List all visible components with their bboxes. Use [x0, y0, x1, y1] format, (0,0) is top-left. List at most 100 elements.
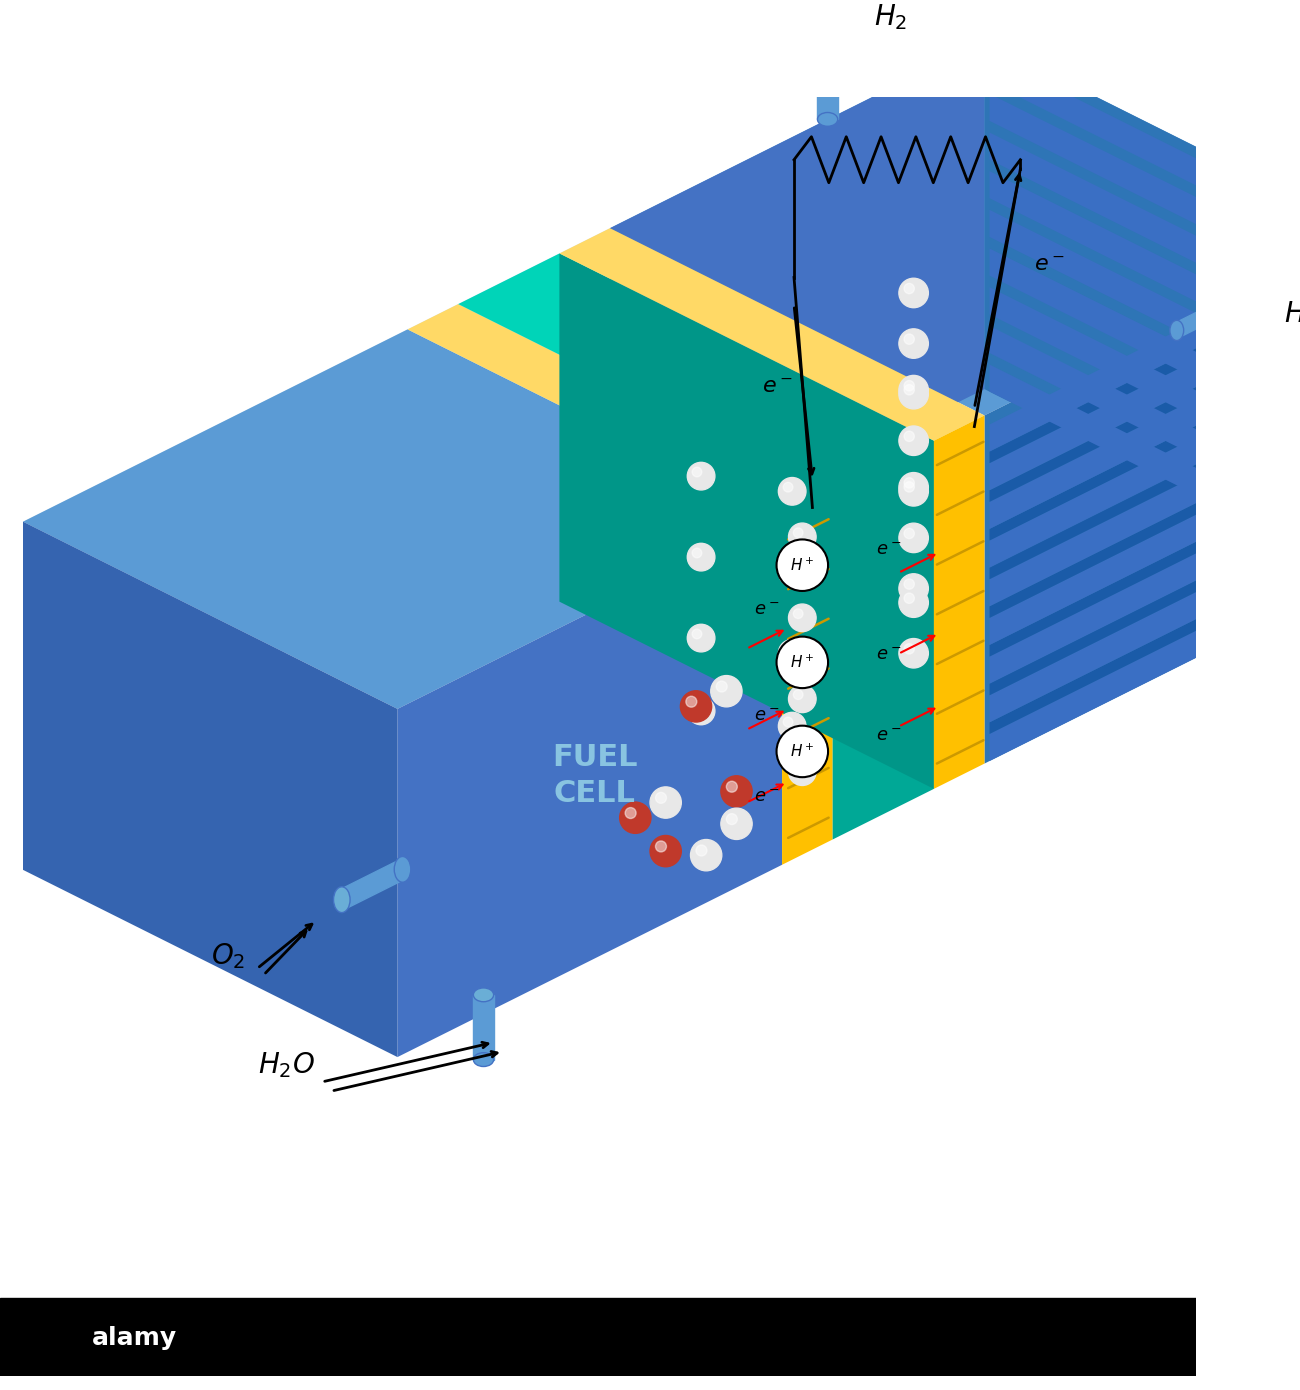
Circle shape	[898, 588, 928, 617]
Polygon shape	[989, 502, 1300, 695]
Ellipse shape	[1170, 320, 1184, 341]
Circle shape	[789, 758, 816, 785]
Circle shape	[903, 431, 914, 442]
Circle shape	[793, 763, 803, 773]
Polygon shape	[989, 346, 1300, 541]
Circle shape	[898, 574, 928, 603]
Text: $e^-$: $e^-$	[1035, 254, 1065, 274]
Polygon shape	[610, 40, 984, 577]
Polygon shape	[23, 521, 398, 1056]
Circle shape	[716, 681, 727, 692]
Polygon shape	[342, 858, 403, 910]
Circle shape	[903, 334, 914, 345]
Text: $e^-$: $e^-$	[754, 706, 780, 724]
Circle shape	[727, 781, 737, 792]
Polygon shape	[833, 441, 933, 840]
Text: $e^-$: $e^-$	[875, 727, 901, 745]
Circle shape	[722, 776, 753, 808]
Polygon shape	[989, 385, 1300, 580]
Circle shape	[783, 717, 793, 727]
Polygon shape	[818, 71, 837, 120]
Circle shape	[783, 645, 793, 653]
Polygon shape	[989, 435, 1300, 645]
Circle shape	[776, 637, 828, 688]
Circle shape	[789, 523, 816, 550]
Polygon shape	[989, 249, 1300, 457]
Circle shape	[711, 676, 742, 708]
Circle shape	[898, 477, 928, 506]
Text: alamy: alamy	[92, 1326, 177, 1350]
Circle shape	[779, 559, 806, 587]
Polygon shape	[408, 304, 833, 517]
Ellipse shape	[1240, 285, 1254, 306]
Polygon shape	[984, 228, 1300, 763]
Text: $e^-$: $e^-$	[875, 541, 901, 559]
Polygon shape	[989, 474, 1300, 684]
Circle shape	[793, 528, 803, 538]
Polygon shape	[984, 40, 1300, 577]
Polygon shape	[989, 309, 1300, 502]
Polygon shape	[989, 359, 1300, 567]
Polygon shape	[989, 242, 1300, 452]
Circle shape	[776, 539, 828, 591]
Polygon shape	[783, 491, 833, 865]
Polygon shape	[989, 320, 1300, 530]
Polygon shape	[989, 210, 1300, 418]
Polygon shape	[989, 288, 1300, 496]
Polygon shape	[610, 40, 1300, 416]
Circle shape	[783, 563, 793, 573]
Circle shape	[722, 808, 753, 840]
Circle shape	[903, 284, 914, 293]
Ellipse shape	[394, 856, 411, 883]
Circle shape	[655, 792, 667, 803]
Polygon shape	[989, 463, 1300, 656]
Text: $e^-$: $e^-$	[875, 646, 901, 664]
Text: $e^-$: $e^-$	[762, 377, 793, 396]
Polygon shape	[23, 329, 783, 709]
Circle shape	[898, 638, 928, 669]
Circle shape	[789, 685, 816, 713]
Circle shape	[903, 528, 914, 538]
Polygon shape	[23, 40, 1300, 709]
Circle shape	[898, 473, 928, 502]
Polygon shape	[989, 398, 1300, 606]
Polygon shape	[0, 1298, 1196, 1376]
Circle shape	[779, 478, 806, 505]
Circle shape	[655, 841, 667, 852]
Polygon shape	[989, 513, 1300, 723]
Circle shape	[903, 385, 914, 395]
Polygon shape	[933, 416, 984, 790]
Polygon shape	[989, 171, 1300, 381]
Circle shape	[625, 808, 636, 819]
Circle shape	[727, 813, 737, 824]
Ellipse shape	[818, 64, 837, 78]
Circle shape	[692, 702, 702, 712]
Circle shape	[793, 609, 803, 619]
Ellipse shape	[473, 1052, 494, 1066]
Circle shape	[903, 478, 914, 488]
Circle shape	[696, 845, 707, 856]
Text: $H^+$: $H^+$	[790, 653, 815, 671]
Circle shape	[898, 523, 928, 553]
Circle shape	[692, 467, 702, 477]
Polygon shape	[398, 517, 783, 1056]
Polygon shape	[559, 228, 984, 441]
Polygon shape	[473, 995, 494, 1059]
Circle shape	[903, 381, 914, 391]
Circle shape	[620, 802, 651, 834]
Circle shape	[789, 605, 816, 631]
Polygon shape	[989, 93, 1300, 303]
Text: $O_2$: $O_2$	[211, 941, 246, 970]
Circle shape	[898, 375, 928, 404]
Circle shape	[779, 639, 806, 667]
Polygon shape	[989, 552, 1300, 762]
Circle shape	[903, 482, 914, 492]
Polygon shape	[989, 270, 1300, 463]
Circle shape	[783, 482, 793, 492]
Polygon shape	[989, 541, 1300, 734]
Circle shape	[692, 548, 702, 557]
Circle shape	[903, 594, 914, 603]
Polygon shape	[989, 56, 1300, 264]
Ellipse shape	[334, 887, 350, 913]
Polygon shape	[989, 281, 1300, 491]
